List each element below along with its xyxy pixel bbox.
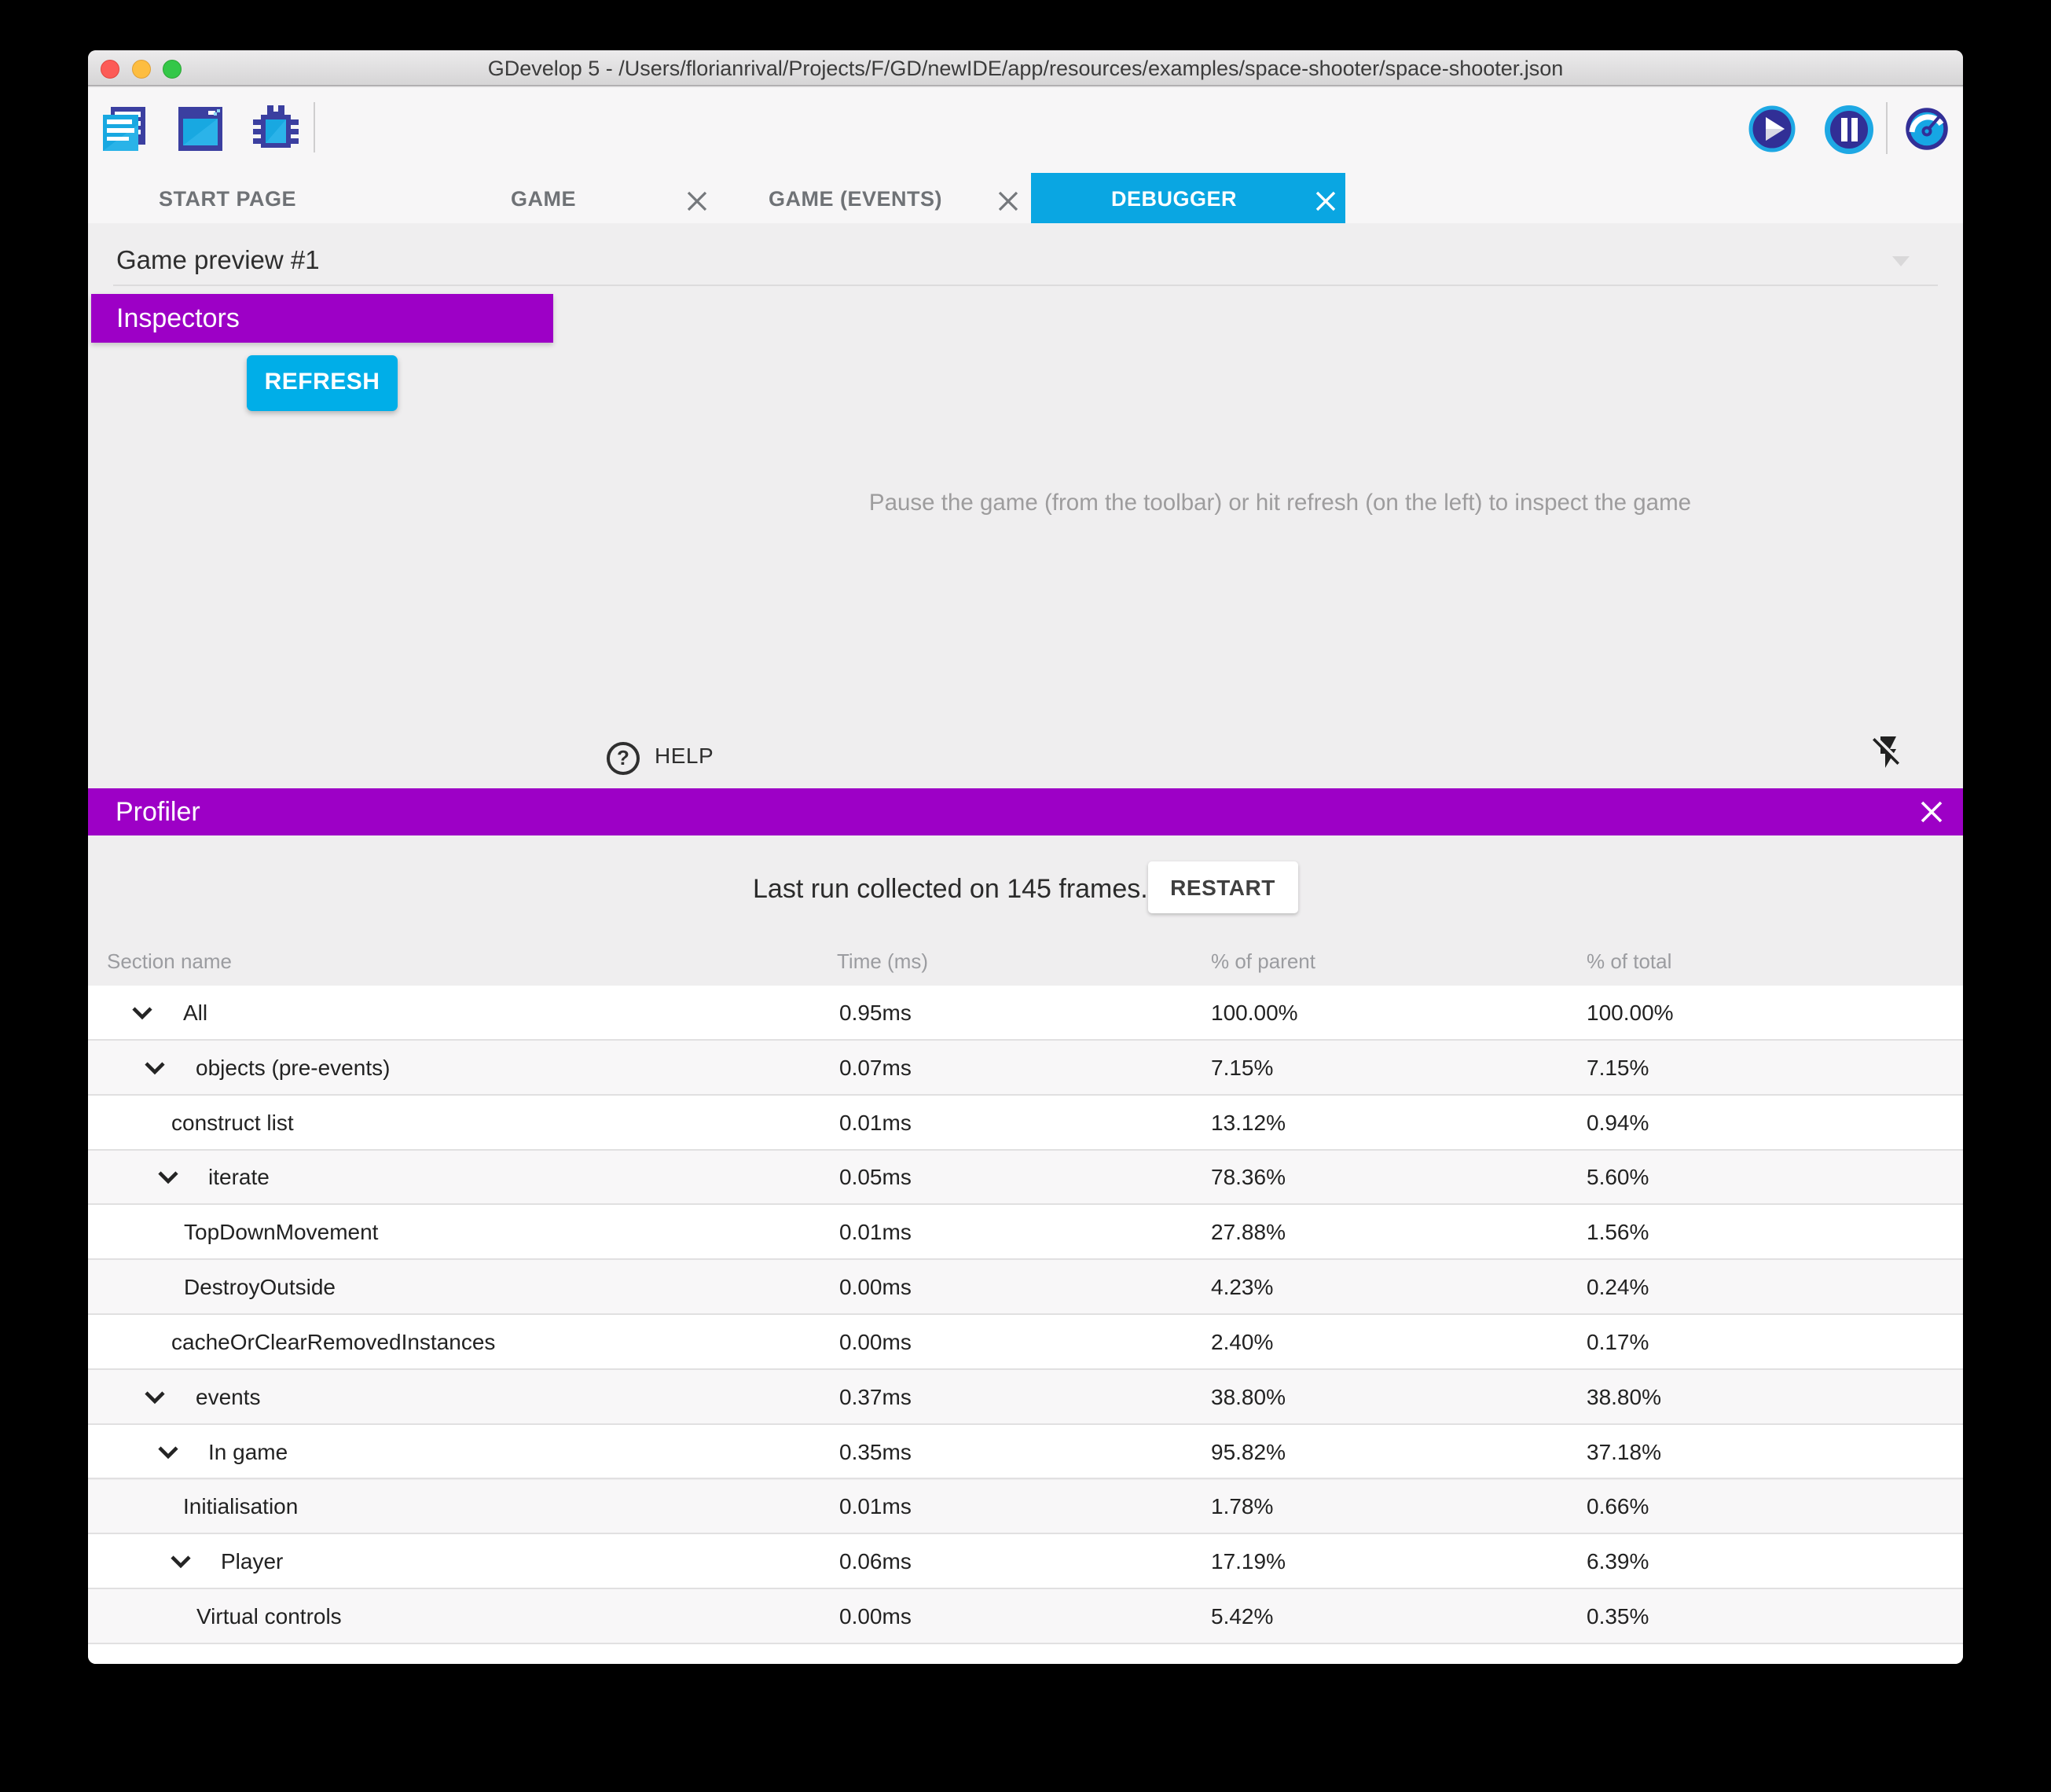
svg-text:?: ? <box>617 746 629 769</box>
